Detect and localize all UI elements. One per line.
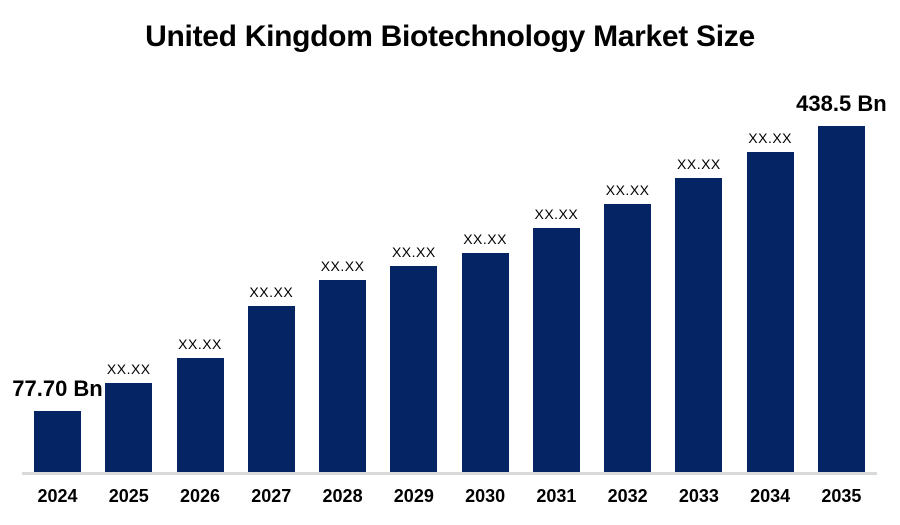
x-tick-2034: 2034 xyxy=(750,486,791,506)
x-tick-2035: 2035 xyxy=(821,486,862,506)
bar-value-label-2033: XX.XX xyxy=(677,156,721,172)
x-axis-labels: 2024 2025 2026 2027 2028 2029 2030 2031 2032 2033… xyxy=(22,486,877,507)
plot-area: 77.70 Bn XX.XX XX.XX XX.XX XX.XX XX.XX XX.XX XX… xyxy=(12,88,887,507)
bar-value-label-2031: XX.XX xyxy=(534,206,579,222)
chart-title: United Kingdom Biotechnology Market Size xyxy=(145,20,755,53)
bar-value-label-2032: XX.XX xyxy=(605,182,650,198)
x-tick-2029: 2029 xyxy=(393,486,434,506)
bar-group-2024: 77.70 Bn xyxy=(12,378,103,472)
bar-group-2026: XX.XX xyxy=(176,336,224,472)
bar-group-2033: XX.XX xyxy=(675,156,723,472)
bar-2035 xyxy=(817,126,865,472)
x-tick-2033: 2033 xyxy=(678,486,719,506)
x-tick-2027: 2027 xyxy=(251,486,292,506)
bar-value-label-2035: 438.5 Bn xyxy=(796,91,887,116)
x-axis-line xyxy=(22,472,877,475)
x-tick-2026: 2026 xyxy=(180,486,221,506)
bar-value-label-2024: 77.70 Bn xyxy=(12,376,103,401)
bar-value-label-2029: XX.XX xyxy=(391,244,436,260)
x-tick-2024: 2024 xyxy=(37,486,78,506)
bar-group-2030: XX.XX xyxy=(461,231,509,472)
bar-2030 xyxy=(461,253,509,472)
bar-group-2025: XX.XX xyxy=(105,361,153,472)
bar-2028 xyxy=(319,280,367,472)
bars-container: 77.70 Bn XX.XX XX.XX XX.XX XX.XX XX.XX XX.XX XX… xyxy=(12,88,887,472)
bar-group-2034: XX.XX xyxy=(746,130,794,472)
bar-2034 xyxy=(746,152,794,472)
x-tick-2028: 2028 xyxy=(322,486,363,506)
bar-2025 xyxy=(105,383,153,472)
bar-group-2032: XX.XX xyxy=(604,182,652,472)
x-tick-2032: 2032 xyxy=(607,486,648,506)
bar-value-label-2025: XX.XX xyxy=(106,361,151,377)
bar-2033 xyxy=(675,178,723,472)
x-tick-2031: 2031 xyxy=(536,486,577,506)
bar-group-2035: 438.5 Bn xyxy=(796,93,887,472)
bar-group-2031: XX.XX xyxy=(532,206,580,472)
x-tick-2025: 2025 xyxy=(108,486,149,506)
bar-group-2029: XX.XX xyxy=(390,244,438,472)
bar-value-label-2034: XX.XX xyxy=(748,130,793,146)
bar-2026 xyxy=(176,358,224,472)
bar-2031 xyxy=(532,228,580,472)
x-tick-2030: 2030 xyxy=(465,486,506,506)
bar-2024 xyxy=(34,411,81,472)
bar-group-2028: XX.XX xyxy=(319,258,367,472)
bar-value-label-2026: XX.XX xyxy=(178,336,222,352)
bar-value-label-2030: XX.XX xyxy=(463,231,507,247)
bar-value-label-2027: XX.XX xyxy=(249,284,294,300)
bar-2029 xyxy=(390,266,438,472)
bar-value-label-2028: XX.XX xyxy=(320,258,365,274)
bar-group-2027: XX.XX xyxy=(247,284,295,472)
bar-2032 xyxy=(604,204,652,472)
bar-2027 xyxy=(247,306,295,472)
